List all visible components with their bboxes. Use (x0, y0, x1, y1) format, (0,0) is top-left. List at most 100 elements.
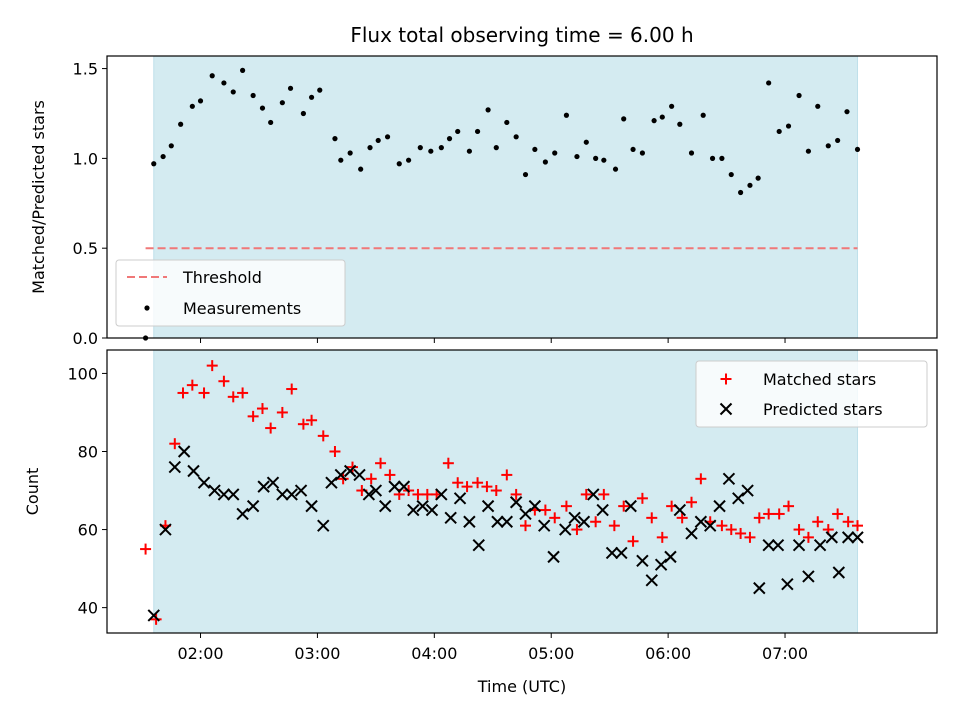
measurement-point (651, 118, 657, 124)
predicted-star-point (425, 503, 439, 517)
matched-star-point (317, 430, 329, 442)
predicted-star-point (538, 519, 551, 532)
ratio-y-tick-label: 0.5 (73, 239, 98, 258)
measurement-point (466, 148, 472, 154)
predicted-star-point (227, 488, 240, 501)
predicted-star-point (159, 523, 172, 536)
predicted-star-point (317, 519, 330, 532)
matched-star-point (384, 469, 396, 481)
predicted-star-point (685, 527, 698, 540)
predicted-star-point (832, 566, 846, 579)
legend-threshold-label: Threshold (182, 268, 262, 287)
legend-measurements-swatch (144, 305, 150, 311)
matched-star-point (227, 391, 239, 403)
predicted-star-point (732, 492, 745, 505)
count-y-axis: 40 60 80 100 (67, 364, 107, 618)
legend-matched-swatch (720, 373, 732, 385)
measurement-point (230, 89, 236, 95)
predicted-star-point (388, 480, 401, 493)
matched-star-point (753, 512, 765, 524)
predicted-star-point (577, 515, 591, 528)
matched-star-point (186, 379, 198, 391)
predicted-star-point (325, 476, 338, 489)
matched-star-point (481, 481, 493, 493)
time-x-tick-label: 07:00 (762, 644, 808, 663)
predicted-star-point (343, 464, 357, 478)
predicted-star-point (664, 550, 677, 564)
measurement-point (332, 136, 338, 142)
ratio-y-tick-label: 0.0 (73, 329, 98, 348)
predicted-star-point (236, 507, 249, 521)
predicted-star-point (813, 538, 827, 552)
matched-star-point (783, 500, 795, 512)
matched-star-point (773, 508, 785, 520)
measurement-point (677, 121, 683, 127)
predicted-star-point (528, 499, 542, 513)
count-y-tick-label: 40 (78, 599, 98, 618)
predicted-star-point (147, 609, 160, 622)
predicted-star-point (851, 531, 864, 544)
matched-star-point (421, 488, 433, 500)
matched-star-point (618, 500, 630, 512)
measurement-point (688, 150, 695, 156)
measurement-point (630, 146, 636, 153)
matched-star-point (852, 520, 864, 532)
time-x-tick-label: 05:00 (528, 644, 574, 663)
measurement-point (317, 87, 323, 93)
ratio-x-ticks (200, 338, 786, 343)
predicted-star-point (285, 488, 298, 501)
count-panel: 40 60 80 100 02:00 03:00 04:00 05:00 06:00 07:00… (23, 349, 938, 696)
measurement-point (474, 128, 481, 135)
measurement-point (455, 128, 461, 135)
matched-star-point (716, 520, 728, 532)
predicted-star-point (197, 476, 211, 489)
predicted-star-point (481, 499, 495, 513)
predicted-star-point (802, 570, 815, 583)
count-panel-frame (106, 349, 938, 634)
measurement-point (796, 92, 802, 99)
measurement-point (719, 155, 725, 161)
matched-star-point (329, 445, 341, 457)
predicted-star-point (217, 488, 231, 501)
predicted-star-point (673, 503, 687, 517)
matched-star-point (695, 473, 707, 485)
predicted-star-point (722, 472, 736, 486)
predicted-star-point (762, 538, 775, 552)
predicted-star-point (624, 499, 637, 513)
matched-star-point (490, 485, 502, 497)
measurement-point (209, 73, 215, 79)
predicted-star-point (257, 480, 270, 493)
matched-star-point (150, 613, 162, 625)
matched-star-point (560, 500, 572, 512)
measurement-point (493, 145, 499, 151)
predicted-star-point (435, 488, 448, 501)
ratio-y-axis-label: Matched/Predicted stars (29, 100, 48, 294)
predicted-star-point (615, 546, 628, 560)
measurement-point (542, 159, 548, 165)
measurement-points (142, 67, 861, 341)
matched-star-point (539, 504, 551, 516)
matched-star-point (452, 477, 464, 489)
measurement-point (396, 161, 402, 167)
measurement-point (406, 157, 412, 163)
matched-star-point (256, 403, 268, 415)
matched-star-point (169, 438, 181, 450)
matched-stars-points (140, 360, 864, 625)
matched-star-point (832, 508, 844, 520)
predicted-star-point (362, 488, 376, 501)
predicted-star-point (559, 523, 572, 536)
predicted-star-point (636, 554, 649, 567)
predicted-star-point (276, 488, 289, 501)
predicted-star-point (208, 484, 221, 497)
matched-star-point (802, 531, 814, 543)
matched-star-point (442, 457, 454, 469)
matched-star-point (520, 520, 532, 532)
matched-star-point (590, 516, 602, 528)
predicted-star-point (444, 511, 457, 525)
measurement-point (367, 145, 373, 151)
measurement-point (700, 112, 706, 118)
matched-star-point (306, 414, 318, 426)
time-x-tick-label: 06:00 (645, 644, 691, 663)
measurement-point (766, 80, 772, 86)
predicted-star-point (741, 484, 754, 497)
